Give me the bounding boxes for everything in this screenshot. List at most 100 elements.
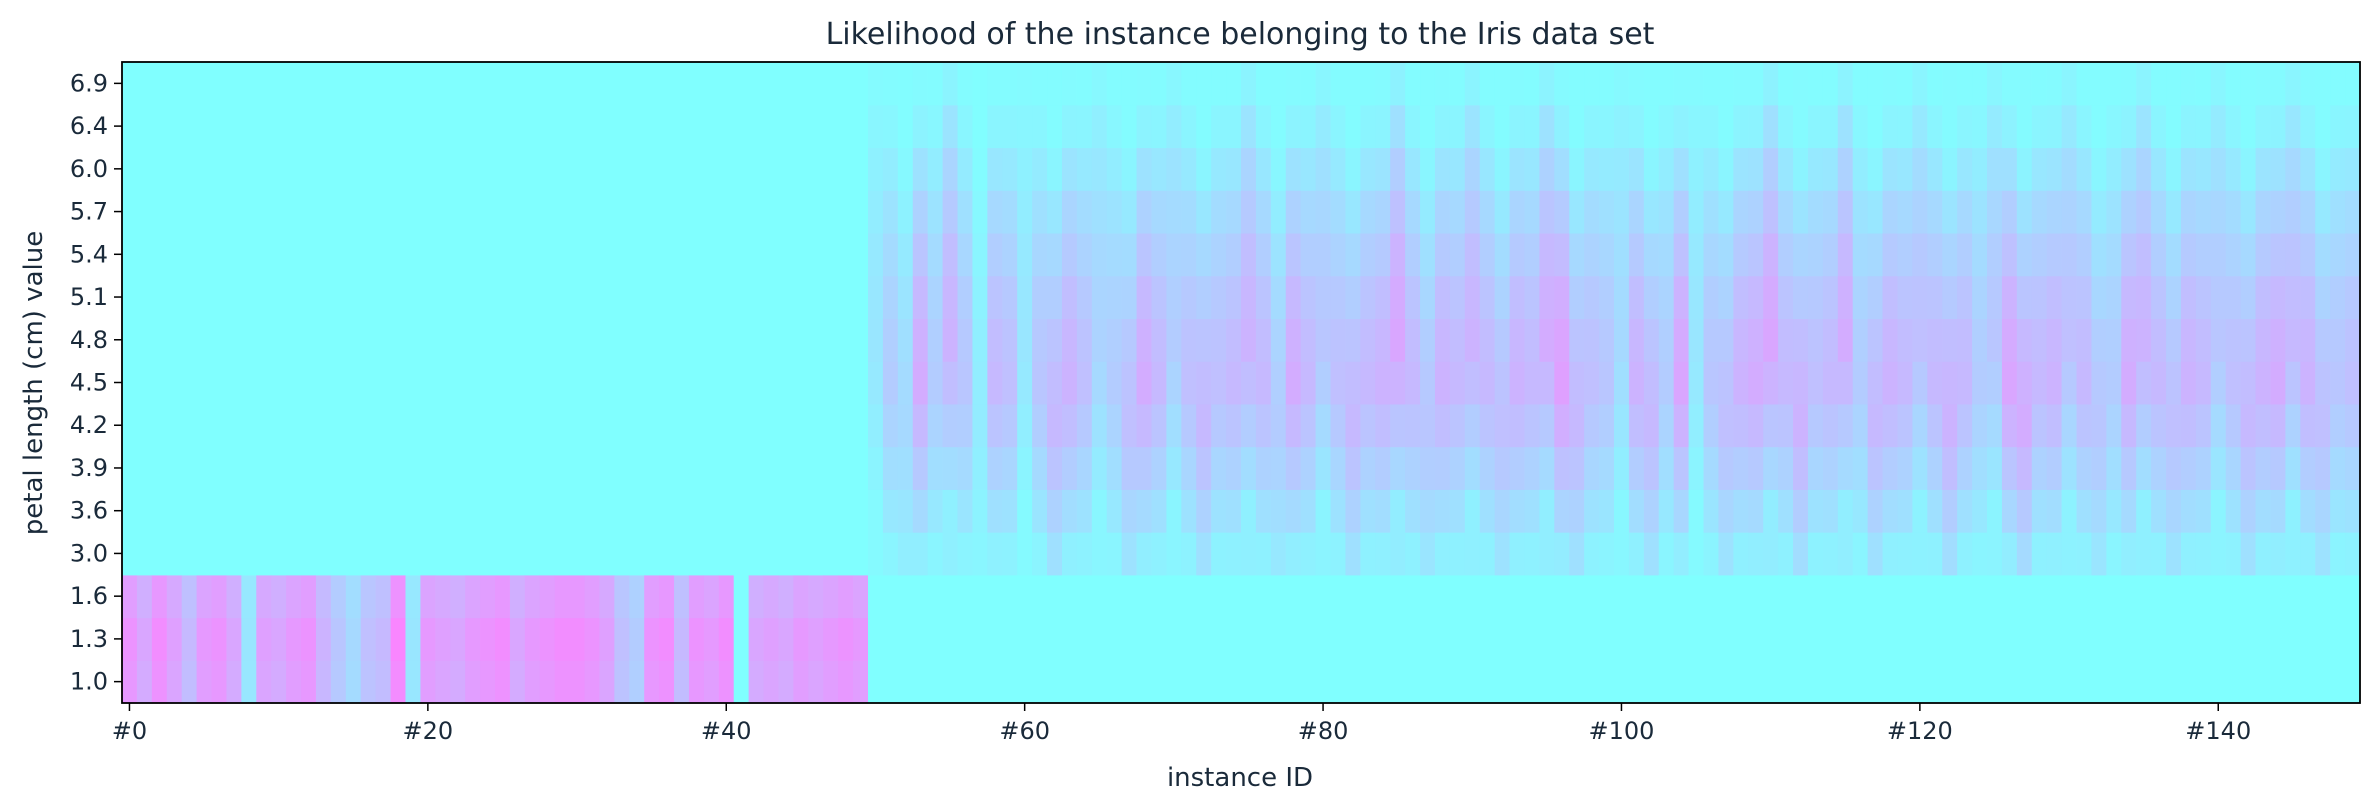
- heatmap-cell: [1628, 403, 1645, 448]
- heatmap-cell: [1136, 489, 1153, 533]
- heatmap-cell: [495, 190, 511, 234]
- heatmap-cell: [166, 489, 183, 533]
- heatmap-cell: [1479, 104, 1496, 149]
- heatmap-cell: [2076, 190, 2093, 234]
- heatmap-cell: [1599, 232, 1615, 277]
- heatmap-cell: [1807, 403, 1824, 448]
- heatmap-cell: [1822, 232, 1839, 277]
- heatmap-cell: [524, 617, 541, 661]
- heatmap-cell: [1226, 147, 1242, 191]
- heatmap-cell: [1524, 147, 1540, 191]
- heatmap-cell: [674, 403, 690, 448]
- heatmap-cell: [1300, 574, 1317, 619]
- heatmap-cell: [1912, 489, 1928, 533]
- heatmap-cell: [942, 190, 959, 234]
- y-tick-label: 4.5: [70, 369, 108, 397]
- heatmap-cell: [703, 318, 720, 362]
- heatmap-cell: [1047, 275, 1063, 319]
- heatmap-cell: [569, 532, 586, 576]
- heatmap-cell: [136, 574, 153, 619]
- heatmap-cell: [1942, 62, 1958, 106]
- heatmap-cell: [315, 617, 332, 661]
- heatmap-cell: [1285, 62, 1302, 106]
- heatmap-cell: [181, 617, 198, 661]
- heatmap-cell: [718, 446, 735, 490]
- heatmap-cell: [1285, 660, 1302, 704]
- heatmap-cell: [2195, 532, 2212, 576]
- heatmap-cell: [1300, 446, 1317, 490]
- heatmap-cell: [1748, 361, 1764, 405]
- heatmap-cell: [1076, 574, 1093, 619]
- heatmap-cell: [1390, 62, 1406, 106]
- heatmap-cell: [2136, 532, 2152, 576]
- heatmap-cell: [360, 446, 377, 490]
- heatmap-cell: [480, 574, 496, 619]
- heatmap-cell: [2255, 104, 2272, 149]
- heatmap-cell: [1778, 403, 1794, 448]
- heatmap-cell: [2061, 403, 2078, 448]
- heatmap-cell: [151, 361, 168, 405]
- heatmap-cell: [1628, 275, 1645, 319]
- heatmap-cell: [1539, 275, 1555, 319]
- heatmap-cell: [539, 232, 556, 277]
- heatmap-cell: [330, 318, 347, 362]
- heatmap-cell: [1807, 617, 1824, 661]
- heatmap-cell: [2106, 489, 2122, 533]
- heatmap-cell: [1211, 62, 1227, 106]
- heatmap-cell: [1837, 190, 1854, 234]
- heatmap-cell: [2001, 275, 2018, 319]
- heatmap-cell: [420, 147, 436, 191]
- heatmap-cell: [882, 532, 899, 576]
- heatmap-cell: [524, 403, 541, 448]
- heatmap-cell: [688, 147, 705, 191]
- heatmap-cell: [2016, 275, 2033, 319]
- heatmap-cell: [2061, 62, 2078, 106]
- heatmap-cell: [1494, 147, 1511, 191]
- heatmap-cell: [345, 617, 362, 661]
- heatmap-cell: [1852, 489, 1869, 533]
- heatmap-cell: [390, 232, 407, 277]
- heatmap-cell: [927, 660, 944, 704]
- heatmap-cell: [1181, 104, 1197, 149]
- heatmap-cell: [1897, 489, 1913, 533]
- heatmap-cell: [674, 574, 690, 619]
- heatmap-cell: [196, 489, 213, 533]
- heatmap-cell: [868, 361, 884, 405]
- heatmap-cell: [1226, 275, 1242, 319]
- heatmap-cell: [2016, 190, 2033, 234]
- heatmap-cell: [703, 147, 720, 191]
- heatmap-cell: [2210, 104, 2227, 149]
- heatmap-cell: [256, 104, 272, 149]
- heatmap-cell: [1285, 318, 1302, 362]
- heatmap-cell: [1569, 403, 1585, 448]
- heatmap-cell: [823, 574, 839, 619]
- heatmap-cell: [629, 275, 645, 319]
- heatmap-cell: [1106, 232, 1123, 277]
- heatmap-cell: [420, 361, 436, 405]
- heatmap-cell: [2300, 147, 2316, 191]
- heatmap-cell: [1763, 574, 1779, 619]
- heatmap-cell: [1658, 275, 1675, 319]
- heatmap-cell: [1554, 532, 1570, 576]
- heatmap-cell: [1449, 361, 1466, 405]
- heatmap-cell: [584, 532, 601, 576]
- heatmap-cell: [1882, 190, 1899, 234]
- heatmap-cell: [1807, 574, 1824, 619]
- heatmap-cell: [1673, 275, 1690, 319]
- heatmap-cell: [539, 361, 556, 405]
- heatmap-cell: [2225, 489, 2242, 533]
- heatmap-cell: [330, 62, 347, 106]
- heatmap-cell: [390, 275, 407, 319]
- heatmap-cell: [644, 275, 660, 319]
- heatmap-cell: [1002, 104, 1018, 149]
- heatmap-cell: [2001, 403, 2018, 448]
- heatmap-cell: [674, 361, 690, 405]
- heatmap-cell: [450, 318, 466, 362]
- heatmap-cell: [853, 574, 869, 619]
- heatmap-cell: [2046, 190, 2063, 234]
- heatmap-cell: [1047, 617, 1063, 661]
- heatmap-cell: [1837, 574, 1854, 619]
- heatmap-cell: [614, 361, 630, 405]
- heatmap-cell: [2121, 318, 2137, 362]
- heatmap-cell: [1957, 190, 1973, 234]
